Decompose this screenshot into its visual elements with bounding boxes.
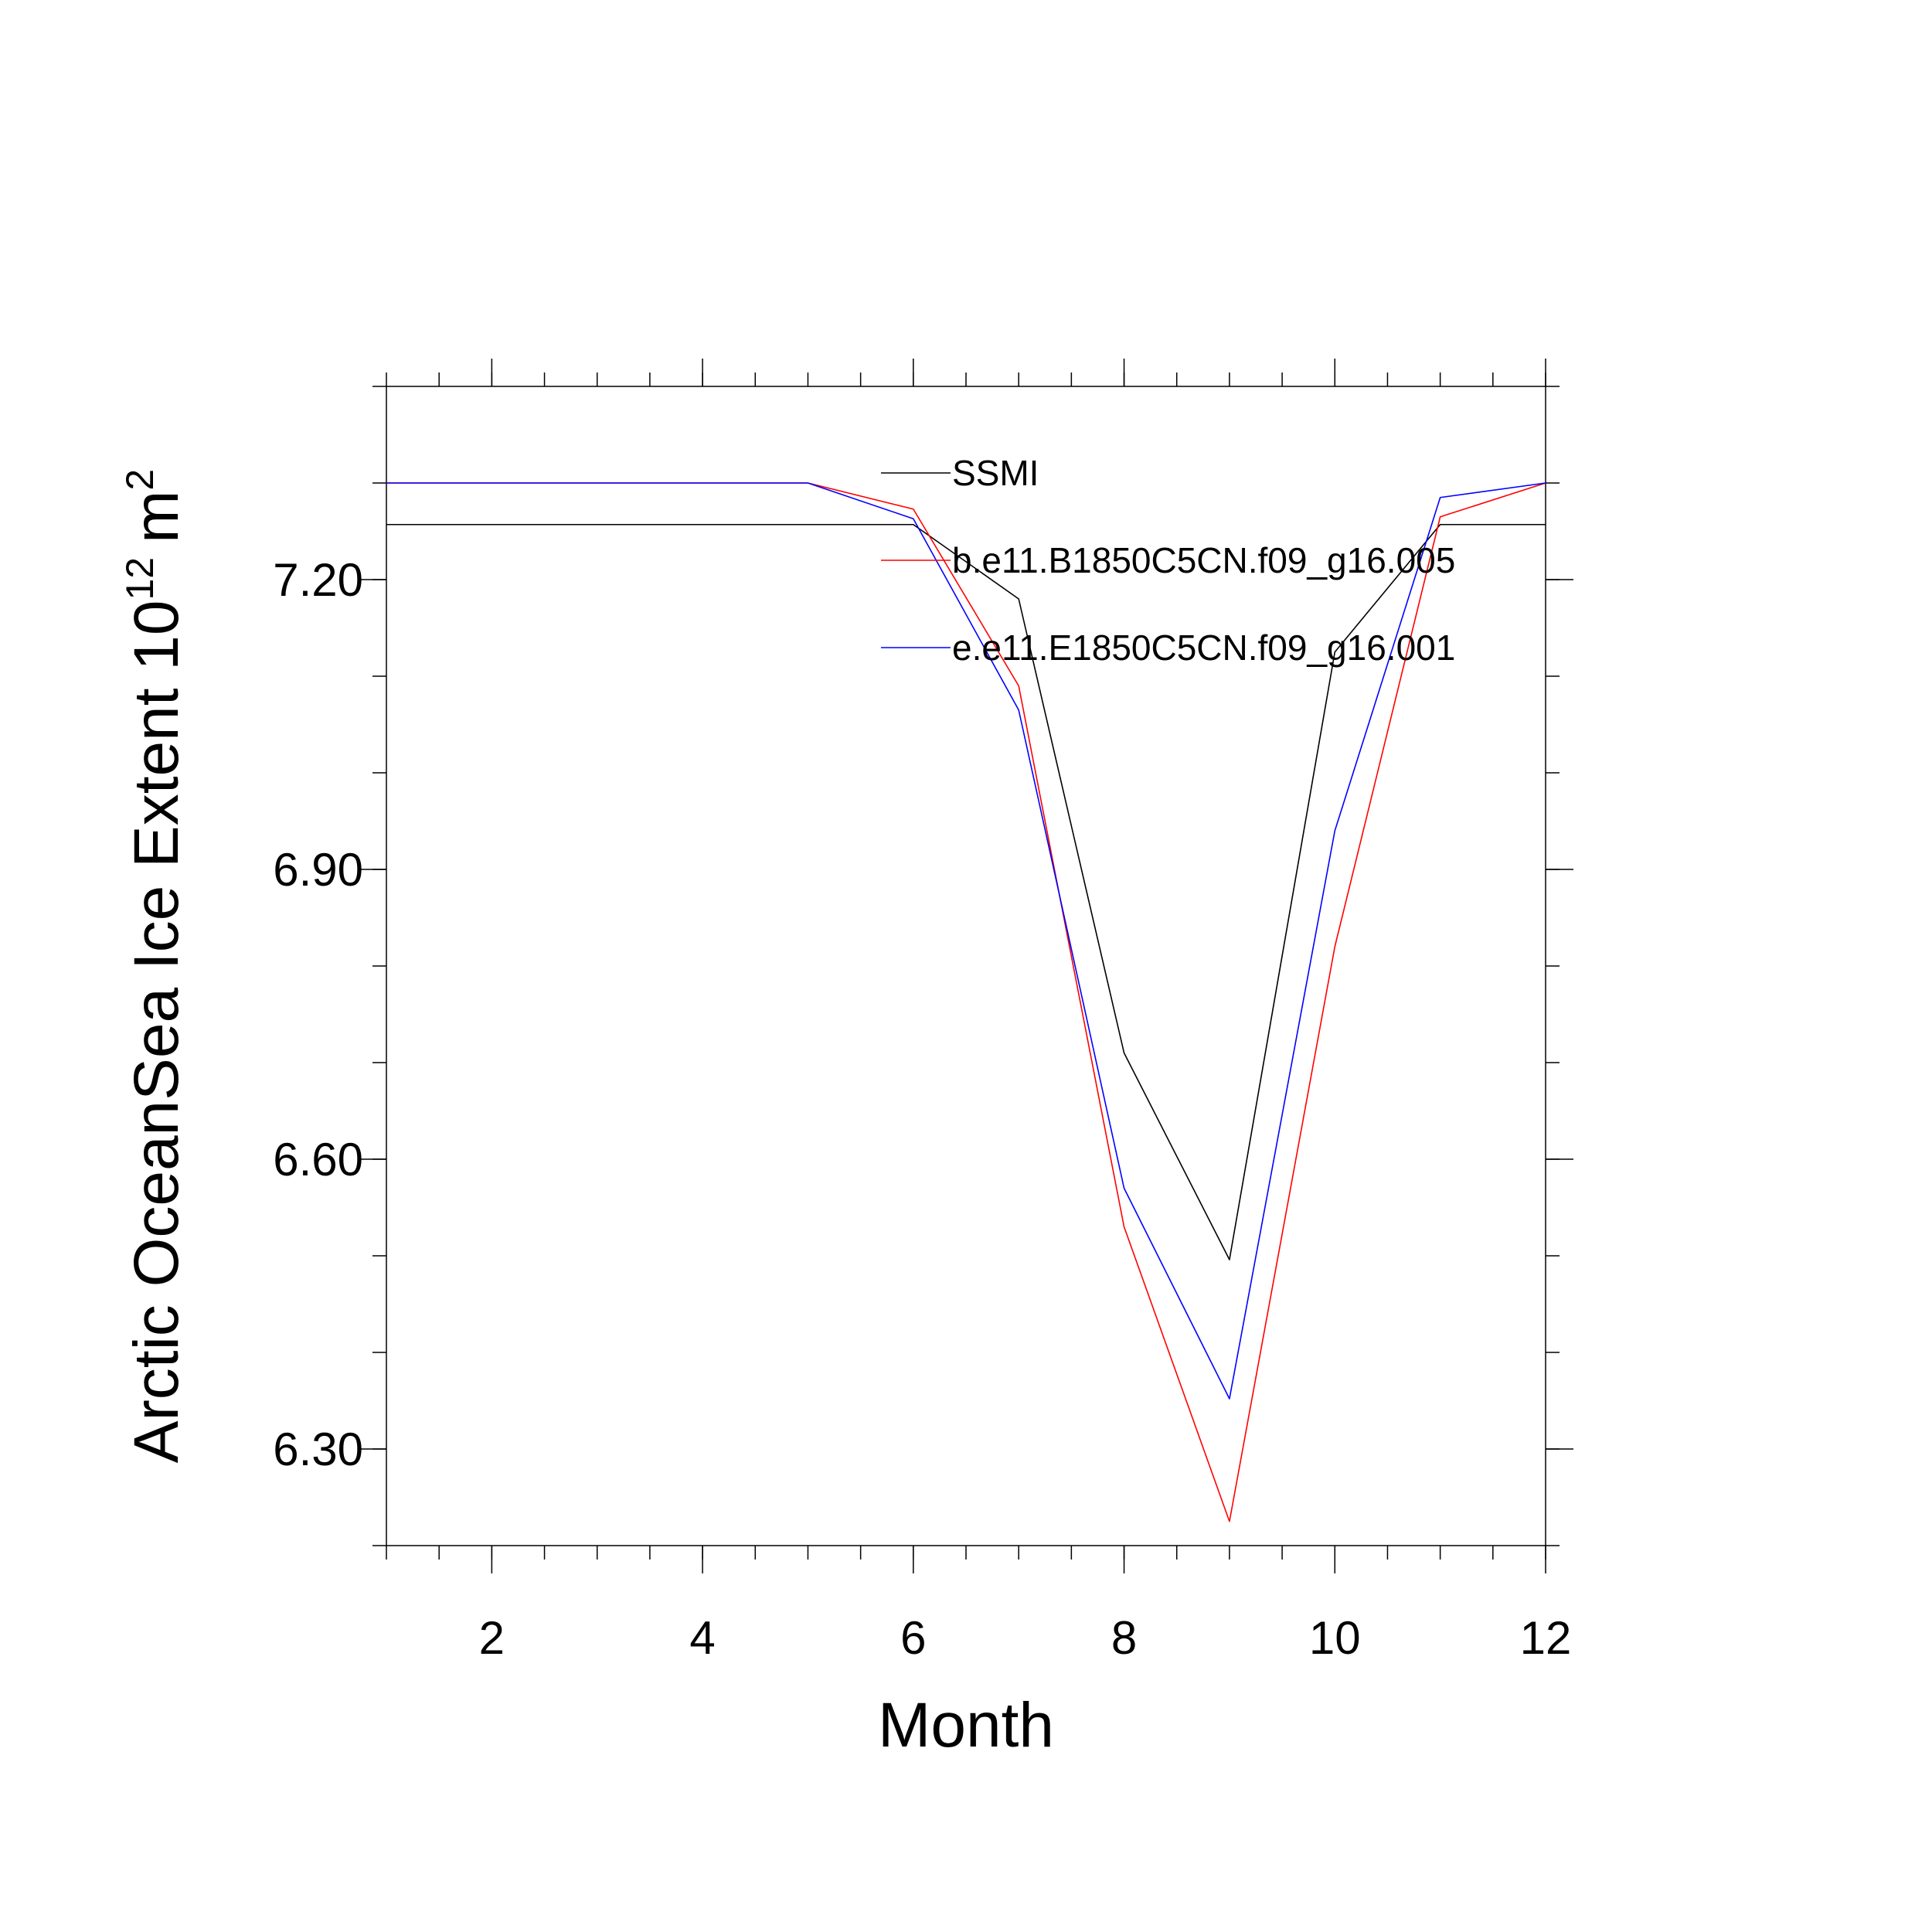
series-line [386, 482, 1546, 1400]
y-axis-title-unit-exponent: 2 [118, 469, 162, 491]
y-tick-label: 6.90 [273, 844, 363, 896]
y-axis-title-exponent: 12 [118, 557, 162, 600]
x-tick-label: 2 [479, 1612, 505, 1664]
y-tick-label: 6.30 [273, 1423, 363, 1475]
legend-label: SSMI [952, 453, 1039, 493]
legend: SSMI b.e11.B1850C5CN.f09_g16.005 e.e11.E18… [881, 453, 1455, 668]
x-tick-label: 12 [1520, 1612, 1572, 1664]
ticks: 2 4 6 8 10 12 6.30 6.60 6.90 7.20 [273, 359, 1573, 1664]
x-tick-label: 10 [1309, 1612, 1361, 1664]
x-tick-label: 6 [900, 1612, 926, 1664]
x-tick-label: 4 [689, 1612, 715, 1664]
y-axis-title: Arctic OceanSea Ice Extent 1012 m2 [118, 469, 192, 1463]
x-tick-label: 8 [1111, 1612, 1137, 1664]
y-tick-label: 7.20 [273, 554, 363, 606]
y-axis-title-main: Arctic OceanSea Ice Extent 10 [121, 600, 192, 1464]
y-tick-label: 6.60 [273, 1134, 363, 1185]
series-line [386, 523, 1546, 1260]
series-lines [386, 482, 1546, 1522]
y-axis-title-unit: m [121, 491, 192, 543]
x-axis-title: Month [878, 1690, 1054, 1760]
legend-label: b.e11.B1850C5CN.f09_g16.005 [952, 540, 1455, 580]
legend-label: e.e11.E1850C5CN.f09_g16.001 [952, 628, 1455, 668]
